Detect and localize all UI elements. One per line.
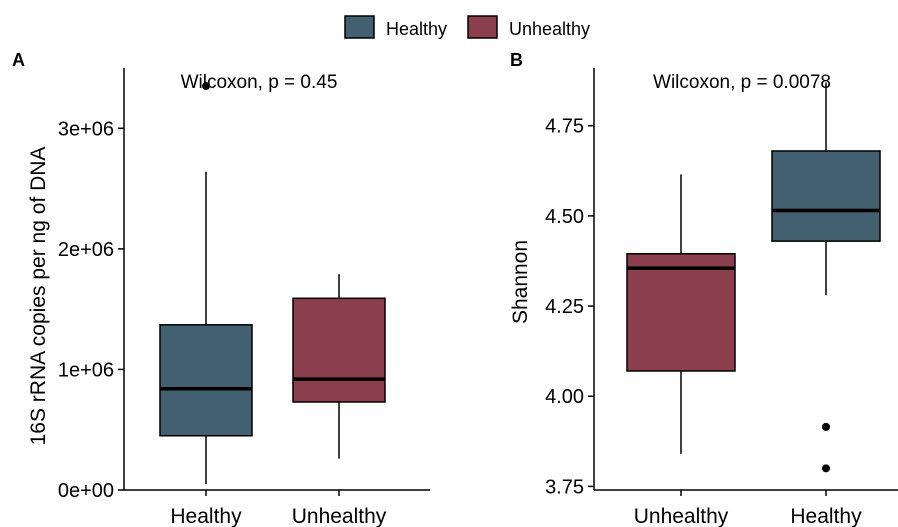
x-tick-label-healthy: Healthy [170,505,242,527]
y-tick-label: 1e+06 [58,359,114,381]
y-tick-label: 2e+06 [58,239,114,261]
y-tick-label: 4.00 [545,386,584,408]
legend: Healthy Unhealthy [344,15,590,39]
box-healthy [771,150,881,242]
panel-a: A Wilcoxon, p = 0.45 16S rRNA copies per n… [12,50,430,527]
y-axis-title: 16S rRNA copies per ng of DNA [27,147,50,446]
legend-key-healthy [344,15,375,39]
panel-label: B [510,50,523,70]
legend-key-unhealthy [467,15,498,39]
y-tick-label: 3e+06 [58,118,114,140]
box-unhealthy [626,253,736,372]
box-healthy [159,324,253,437]
x-tick-label-healthy: Healthy [790,505,862,527]
outlier-point-healthy [822,464,830,473]
legend-label-unhealthy: Unhealthy [509,19,590,39]
legend-label-healthy: Healthy [386,19,447,39]
wilcoxon-annotation: Wilcoxon, p = 0.45 [181,72,338,93]
outlier-point-healthy [822,422,830,431]
panel-label: A [12,50,25,70]
wilcoxon-annotation: Wilcoxon, p = 0.0078 [653,72,831,93]
outlier-point-healthy [202,82,210,91]
y-axis-title: Shannon [509,240,532,324]
x-tick-label-unhealthy: Unhealthy [634,505,729,527]
x-tick-label-unhealthy: Unhealthy [292,505,387,527]
y-tick-label: 4.50 [545,206,584,228]
y-tick-label: 4.25 [545,296,584,318]
box-unhealthy [292,297,386,403]
panel-b: B Wilcoxon, p = 0.0078 Shannon 3.75 4.00 4.25… [509,50,898,527]
y-tick-label: 3.75 [545,476,584,498]
y-tick-label: 4.75 [545,116,584,138]
y-tick-label: 0e+00 [58,480,114,502]
